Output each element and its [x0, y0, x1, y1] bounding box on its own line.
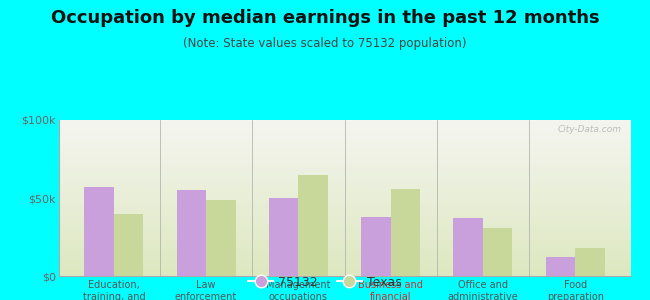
Bar [206, 200, 236, 276]
Legend: 75132, Texas: 75132, Texas [244, 271, 406, 294]
Bar [575, 248, 604, 276]
Bar [391, 189, 420, 276]
Text: City-Data.com: City-Data.com [558, 125, 622, 134]
Text: Occupation by median earnings in the past 12 months: Occupation by median earnings in the pas… [51, 9, 599, 27]
Bar [361, 217, 391, 276]
Bar [453, 218, 483, 276]
Bar [483, 228, 512, 276]
Bar [269, 198, 298, 276]
Bar [298, 175, 328, 276]
Bar [114, 214, 144, 276]
Bar [545, 257, 575, 276]
Bar [84, 187, 114, 276]
Bar [177, 190, 206, 276]
Text: (Note: State values scaled to 75132 population): (Note: State values scaled to 75132 popu… [183, 38, 467, 50]
